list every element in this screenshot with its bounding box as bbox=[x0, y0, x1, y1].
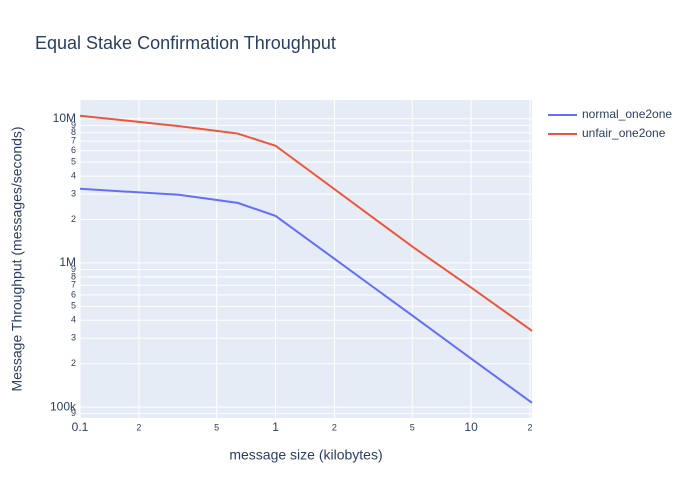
y-tick-label: 8 bbox=[71, 127, 76, 137]
y-tick-label: 10M bbox=[53, 111, 76, 125]
x-tick-label: 10 bbox=[464, 420, 478, 434]
legend-label: unfair_one2one bbox=[582, 126, 666, 140]
y-tick-label: 8 bbox=[71, 271, 76, 281]
y-tick-label: 7 bbox=[71, 135, 76, 145]
y-tick-label: 5 bbox=[71, 157, 76, 167]
x-tick-label: 2 bbox=[332, 422, 337, 432]
y-tick-label: 6 bbox=[71, 289, 76, 299]
x-tick-label: 2 bbox=[136, 422, 141, 432]
legend-label: normal_one2one bbox=[582, 107, 672, 121]
y-tick-label: 6 bbox=[71, 145, 76, 155]
x-axis-title: message size (kilobytes) bbox=[229, 447, 382, 463]
x-tick-label: 2 bbox=[527, 422, 532, 432]
x-tick-label: 1 bbox=[272, 420, 279, 434]
line-series bbox=[79, 114, 533, 332]
y-tick-label: 4 bbox=[71, 315, 76, 325]
y-tick-label: 2 bbox=[71, 214, 76, 224]
y-axis-title: Message Throughput (messages/seconds) bbox=[9, 126, 25, 391]
x-tick-label: 5 bbox=[214, 422, 219, 432]
y-tick-label: 4 bbox=[71, 171, 76, 181]
y-tick-label: 7 bbox=[71, 280, 76, 290]
y-tick-label: 5 bbox=[71, 301, 76, 311]
y-tick-label: 2 bbox=[71, 358, 76, 368]
plot-background bbox=[80, 100, 532, 418]
chart-title: Equal Stake Confirmation Throughput bbox=[35, 33, 336, 53]
line-series bbox=[79, 187, 533, 404]
y-tick-label: 9 bbox=[71, 120, 76, 130]
y-tick-label: 3 bbox=[71, 189, 76, 199]
y-tick-label: 100k bbox=[50, 399, 77, 413]
y-tick-label: 9 bbox=[71, 264, 76, 274]
y-tick-label: 1M bbox=[59, 255, 76, 269]
y-tick-label: 9 bbox=[71, 408, 76, 418]
x-tick-label: 5 bbox=[410, 422, 415, 432]
x-tick-label: 0.1 bbox=[72, 420, 89, 434]
y-tick-label: 3 bbox=[71, 333, 76, 343]
